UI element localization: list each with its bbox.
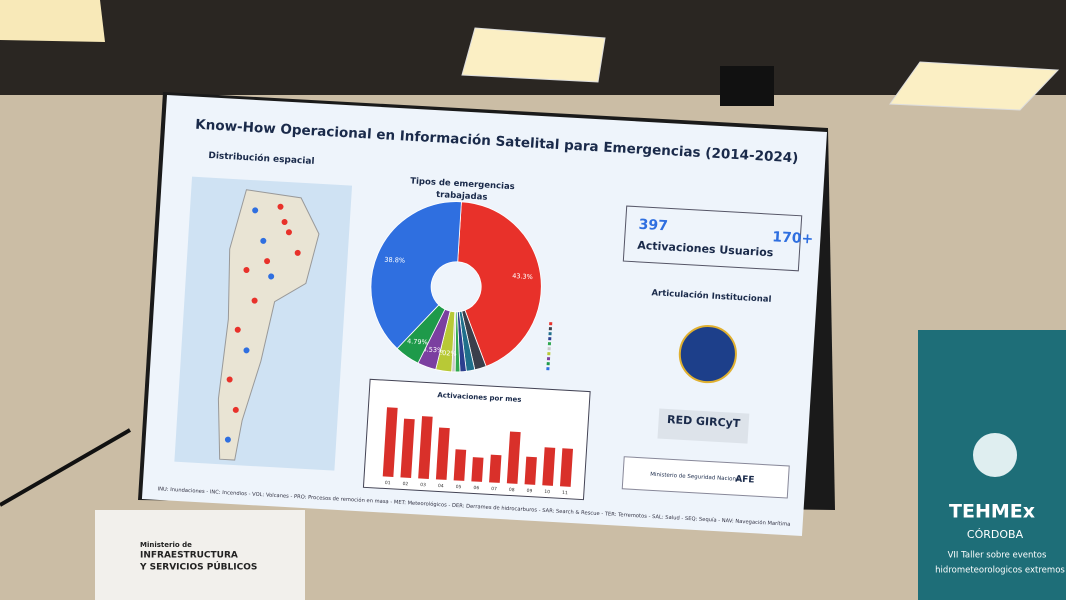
map-dot xyxy=(243,347,250,354)
map-dot xyxy=(232,406,239,413)
x-tick-label: 10 xyxy=(544,489,550,495)
bar xyxy=(400,418,415,478)
banner-text: CÓRDOBA xyxy=(967,528,1024,541)
podium-text: INFRAESTRUCTURA xyxy=(140,551,238,561)
map-dot xyxy=(251,297,258,304)
slice-label: 38.8% xyxy=(384,256,405,265)
stat-value: 397 xyxy=(638,217,668,235)
stats-box xyxy=(622,205,803,272)
x-tick-label: 04 xyxy=(438,483,444,489)
map-dot xyxy=(224,436,231,443)
map-dot xyxy=(243,267,250,274)
light xyxy=(0,0,105,42)
bar xyxy=(435,427,450,480)
banner-logo xyxy=(973,433,1017,477)
map-dot xyxy=(285,229,292,236)
legend-swatch xyxy=(547,347,551,351)
bar xyxy=(506,431,521,484)
light xyxy=(461,27,606,83)
x-tick-label: 06 xyxy=(473,485,479,491)
bar xyxy=(453,449,467,481)
logo-box xyxy=(657,408,750,444)
slice-label: 3.02% xyxy=(436,349,457,358)
x-tick-label: 07 xyxy=(491,486,497,492)
light xyxy=(889,61,1060,111)
ministry-box xyxy=(621,456,790,499)
map-dot xyxy=(277,203,284,210)
bar xyxy=(418,416,433,479)
x-tick-label: 08 xyxy=(509,487,515,493)
x-tick-label: 09 xyxy=(526,488,532,494)
legend-swatch xyxy=(548,337,552,341)
afe: AFE xyxy=(735,475,755,486)
mic-stand xyxy=(0,428,131,507)
legend-swatch xyxy=(548,327,552,331)
legend-swatch xyxy=(549,322,553,326)
legend-swatch xyxy=(546,357,551,361)
bar xyxy=(542,447,556,486)
banner-title: TEHMEx xyxy=(949,501,1035,523)
map-dot xyxy=(226,376,233,383)
map-dot xyxy=(268,273,275,280)
map-dot xyxy=(264,258,271,265)
x-tick-label: 05 xyxy=(456,484,462,490)
bar xyxy=(524,456,537,485)
legend-swatch xyxy=(547,352,551,356)
x-tick-label: 02 xyxy=(402,481,408,487)
bar xyxy=(382,407,398,477)
podium-text: Y SERVICIOS PÚBLICOS xyxy=(139,561,257,573)
logo xyxy=(678,325,737,384)
podium xyxy=(95,510,305,600)
x-tick-label: 03 xyxy=(420,482,426,488)
stat-label: Activaciones xyxy=(637,239,716,256)
slice-label: 43.3% xyxy=(512,272,533,281)
legend-swatch xyxy=(546,362,550,366)
red-gircyt: RED GIRCyT xyxy=(667,413,741,430)
stat-label: Usuarios xyxy=(719,243,774,259)
legend-swatch xyxy=(548,332,552,336)
slice-label: 3.53% xyxy=(422,345,443,354)
podium-text: Ministerio de xyxy=(140,541,192,549)
ministry: Ministerio de Seguridad Nacional xyxy=(650,472,741,483)
x-tick-label: 01 xyxy=(385,480,391,486)
banner-text: VII Taller sobre eventos xyxy=(948,551,1047,561)
map-country xyxy=(217,189,320,461)
legend-swatch xyxy=(546,367,550,371)
slice-label: 4.79% xyxy=(407,337,428,346)
x-tick-label: 11 xyxy=(562,490,568,496)
stat-value: 170+ xyxy=(772,229,814,247)
banner-text: hidrometeorologicos extremos xyxy=(935,566,1065,576)
map-dot xyxy=(252,207,259,214)
bar xyxy=(560,448,573,487)
legend-swatch xyxy=(547,342,552,346)
bar xyxy=(489,454,502,483)
map-dot xyxy=(294,249,301,256)
projector xyxy=(720,66,774,106)
donut-slice xyxy=(457,201,542,367)
map-dot xyxy=(234,326,241,333)
map-dot xyxy=(281,218,288,226)
bar xyxy=(471,457,484,482)
donut-slice xyxy=(370,201,462,350)
donut-title: trabajadas xyxy=(436,190,488,203)
map-dot xyxy=(260,237,267,244)
slide: Know-How Operacional en Información Sate… xyxy=(141,95,827,536)
